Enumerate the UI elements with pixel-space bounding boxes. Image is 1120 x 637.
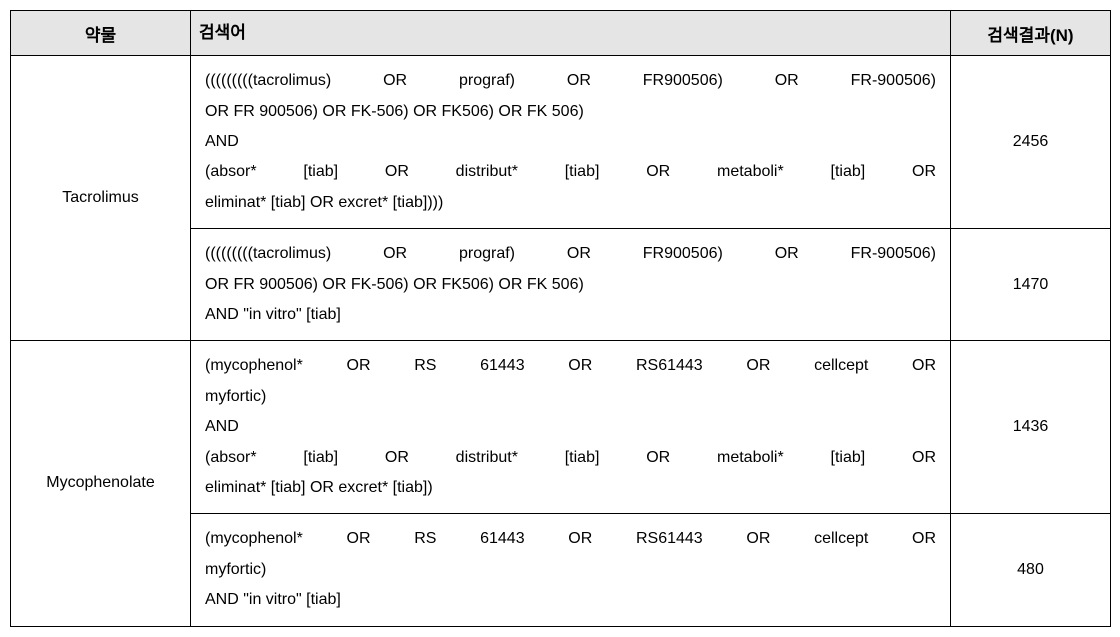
header-drug: 약물 xyxy=(11,11,191,56)
query-line: AND "in vitro" [tiab] xyxy=(205,300,936,330)
query-line: eliminat* [tiab] OR excret* [tiab]) xyxy=(205,473,936,503)
result-cell: 1436 xyxy=(951,341,1111,514)
query-line: (mycophenol* OR RS 61443 OR RS61443 OR c… xyxy=(205,524,936,554)
result-cell: 2456 xyxy=(951,56,1111,229)
query-line: (absor* [tiab] OR distribut* [tiab] OR m… xyxy=(205,443,936,473)
header-query: 검색어 xyxy=(191,11,951,56)
query-cell: (mycophenol* OR RS 61443 OR RS61443 OR c… xyxy=(191,341,951,514)
query-line: eliminat* [tiab] OR excret* [tiab]))) xyxy=(205,188,936,218)
query-line: (((((((((tacrolimus) OR prograf) OR FR90… xyxy=(205,239,936,269)
query-line: OR FR 900506) OR FK-506) OR FK506) OR FK… xyxy=(205,97,936,127)
drug-cell: Mycophenolate xyxy=(11,341,191,626)
table-row: Mycophenolate(mycophenol* OR RS 61443 OR… xyxy=(11,341,1111,514)
query-cell: (((((((((tacrolimus) OR prograf) OR FR90… xyxy=(191,56,951,229)
query-line: (mycophenol* OR RS 61443 OR RS61443 OR c… xyxy=(205,351,936,381)
header-result: 검색결과(N) xyxy=(951,11,1111,56)
query-line: AND xyxy=(205,412,936,442)
query-line: AND "in vitro" [tiab] xyxy=(205,585,936,615)
result-cell: 480 xyxy=(951,514,1111,626)
drug-cell: Tacrolimus xyxy=(11,56,191,341)
query-line: (absor* [tiab] OR distribut* [tiab] OR m… xyxy=(205,157,936,187)
query-line: OR FR 900506) OR FK-506) OR FK506) OR FK… xyxy=(205,270,936,300)
query-line: myfortic) xyxy=(205,555,936,585)
table-row: Tacrolimus(((((((((tacrolimus) OR progra… xyxy=(11,56,1111,229)
query-cell: (mycophenol* OR RS 61443 OR RS61443 OR c… xyxy=(191,514,951,626)
header-row: 약물 검색어 검색결과(N) xyxy=(11,11,1111,56)
query-line: (((((((((tacrolimus) OR prograf) OR FR90… xyxy=(205,66,936,96)
query-line: myfortic) xyxy=(205,382,936,412)
search-table: 약물 검색어 검색결과(N) Tacrolimus(((((((((tacrol… xyxy=(10,10,1111,627)
query-cell: (((((((((tacrolimus) OR prograf) OR FR90… xyxy=(191,229,951,341)
result-cell: 1470 xyxy=(951,229,1111,341)
query-line: AND xyxy=(205,127,936,157)
